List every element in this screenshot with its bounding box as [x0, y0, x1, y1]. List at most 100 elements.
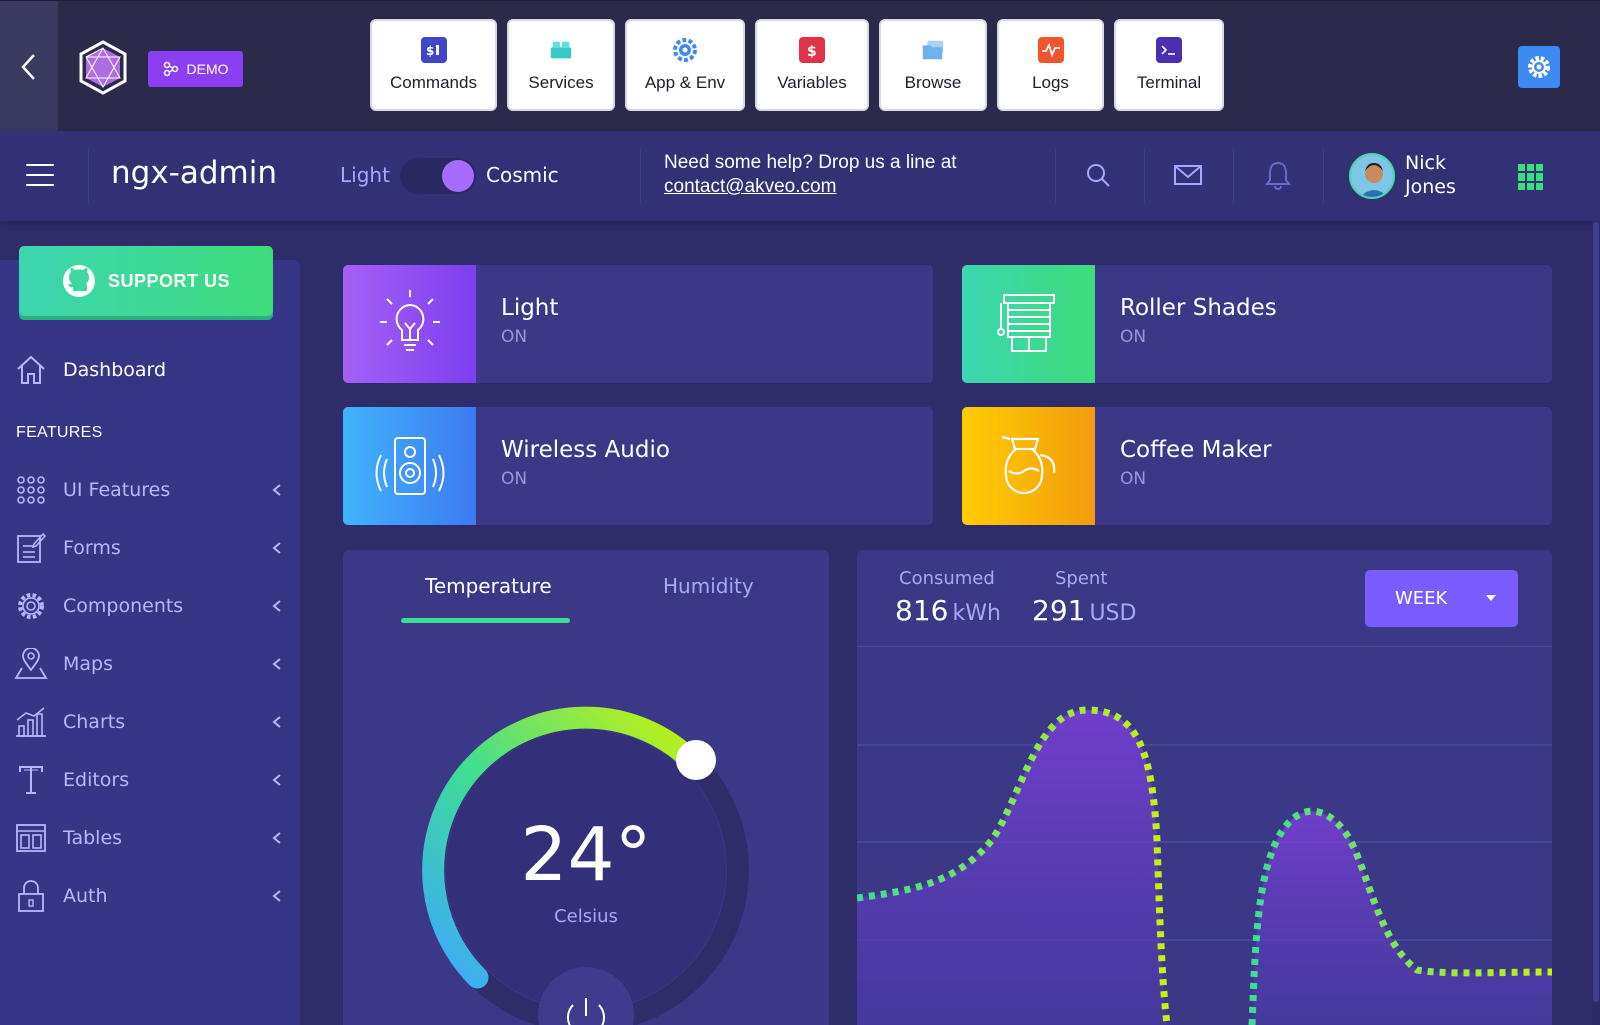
apps-grid-icon[interactable]	[1518, 164, 1544, 190]
browse-button[interactable]: Browse	[879, 19, 987, 111]
device-icon-box	[343, 407, 476, 525]
speaker-icon	[375, 437, 444, 495]
variables-button[interactable]: $ Variables	[755, 19, 869, 111]
terminal-prompt-icon	[1156, 37, 1182, 63]
chevron-left-icon	[272, 832, 281, 844]
chevron-left-icon	[272, 542, 281, 554]
back-button[interactable]	[0, 1, 58, 132]
spent-label: Spent	[1055, 568, 1108, 589]
demo-badge[interactable]: DEMO	[148, 51, 243, 87]
sidebar-item-ui-features[interactable]: UI Features	[0, 466, 300, 514]
browse-label: Browse	[904, 73, 962, 92]
features-heading: FEATURES	[16, 424, 103, 441]
electricity-card: Consumed 816 kWh Spent 291 USD WEEK	[857, 550, 1552, 1025]
divider	[1233, 149, 1234, 203]
sidebar-item-tables[interactable]: Tables	[0, 814, 300, 862]
app-env-button[interactable]: App & Env	[625, 19, 745, 111]
tool-buttons: $ Commands Services App & Env $ Variable…	[370, 19, 1224, 111]
dial-progress	[422, 706, 705, 989]
spent-value: 291	[1032, 594, 1086, 627]
share-nodes-icon	[163, 61, 178, 77]
mail-icon[interactable]	[1171, 158, 1205, 192]
power-icon	[567, 1004, 605, 1025]
divider	[88, 149, 89, 203]
user-name[interactable]: Nick Jones	[1405, 151, 1456, 199]
tab-temperature[interactable]: Temperature	[425, 574, 552, 598]
variables-label: Variables	[777, 73, 847, 92]
device-card-coffee-maker[interactable]: Coffee Maker ON	[962, 407, 1552, 525]
search-icon[interactable]	[1081, 158, 1115, 192]
demo-label: DEMO	[186, 61, 229, 77]
sidebar-item-dashboard[interactable]: Dashboard	[0, 346, 300, 394]
chevron-down-icon	[1486, 595, 1496, 601]
theme-toggle[interactable]	[400, 158, 476, 194]
bell-icon[interactable]	[1261, 158, 1295, 192]
roller-shades-icon	[996, 294, 1055, 352]
gear-app-icon	[672, 37, 698, 63]
chevron-left-icon	[21, 53, 35, 80]
sidebar-item-label: Maps	[63, 653, 113, 675]
device-icon-box	[343, 265, 476, 383]
dollar-doc-icon: $	[799, 37, 825, 63]
github-icon	[62, 265, 95, 297]
gear-icon	[14, 589, 48, 623]
spent-stat: 291 USD	[1032, 594, 1136, 627]
user-first-name: Nick	[1405, 152, 1446, 174]
tab-humidity[interactable]: Humidity	[663, 574, 754, 598]
device-card-light[interactable]: Light ON	[343, 265, 933, 383]
chart-area	[1252, 811, 1552, 1025]
edit-form-icon	[14, 531, 48, 565]
sidebar-item-auth[interactable]: Auth	[0, 872, 300, 920]
sidebar-item-label: Tables	[63, 827, 123, 849]
sidebar-item-components[interactable]: Components	[0, 582, 300, 630]
commands-button[interactable]: $ Commands	[370, 19, 497, 111]
device-title: Coffee Maker	[1120, 437, 1272, 463]
device-card-roller-shades[interactable]: Roller Shades ON	[962, 265, 1552, 383]
consumed-stat: 816 kWh	[895, 594, 1001, 627]
sidebar-item-maps[interactable]: Maps	[0, 640, 300, 688]
sidebar-item-forms[interactable]: Forms	[0, 524, 300, 572]
power-button[interactable]	[538, 967, 634, 1025]
device-card-wireless-audio[interactable]: Wireless Audio ON	[343, 407, 933, 525]
consumed-value: 816	[895, 594, 949, 627]
device-title: Roller Shades	[1120, 295, 1277, 321]
menu-toggle-icon[interactable]	[26, 164, 54, 188]
brand-title[interactable]: ngx-admin	[111, 155, 277, 191]
device-title: Light	[501, 295, 559, 321]
chevron-left-icon	[272, 716, 281, 728]
theme-light-label: Light	[340, 163, 390, 187]
device-icon-box	[962, 407, 1095, 525]
chart-line	[857, 706, 1171, 1025]
logs-button[interactable]: Logs	[997, 19, 1104, 111]
sidebar-item-charts[interactable]: Charts	[0, 698, 300, 746]
period-select[interactable]: WEEK	[1365, 570, 1518, 627]
support-us-button[interactable]: SUPPORT US	[19, 246, 273, 316]
sidebar-item-editors[interactable]: Editors	[0, 756, 300, 804]
help-email-link[interactable]: contact@akveo.com	[664, 176, 837, 197]
app-header: ngx-admin Light Cosmic Need some help? D…	[0, 131, 1600, 221]
dial-handle[interactable]	[676, 740, 716, 780]
settings-button[interactable]	[1518, 46, 1560, 88]
chart-area	[857, 710, 1167, 1025]
support-us-label: SUPPORT US	[107, 270, 231, 291]
dial-face	[446, 730, 726, 1010]
device-icon-box	[962, 265, 1095, 383]
scrollbar-thumb[interactable]	[1593, 222, 1599, 1002]
temperature-dial	[422, 706, 749, 1025]
services-button[interactable]: Services	[507, 19, 615, 111]
bar-chart-icon	[14, 705, 48, 739]
svg-text:$: $	[426, 44, 434, 58]
text-icon	[14, 763, 48, 797]
temperature-card: Temperature Humidity 24° Celsius	[343, 550, 829, 1025]
terminal-button[interactable]: Terminal	[1114, 19, 1224, 111]
device-title: Wireless Audio	[501, 437, 670, 463]
divider	[640, 149, 641, 203]
consumption-chart	[857, 706, 1552, 1025]
divider	[1323, 149, 1324, 203]
chevron-left-icon	[272, 484, 281, 496]
gear-icon	[1528, 56, 1550, 78]
home-icon	[14, 353, 48, 387]
avatar[interactable]	[1349, 153, 1395, 199]
svg-text:$: $	[807, 44, 817, 60]
chevron-left-icon	[272, 658, 281, 670]
